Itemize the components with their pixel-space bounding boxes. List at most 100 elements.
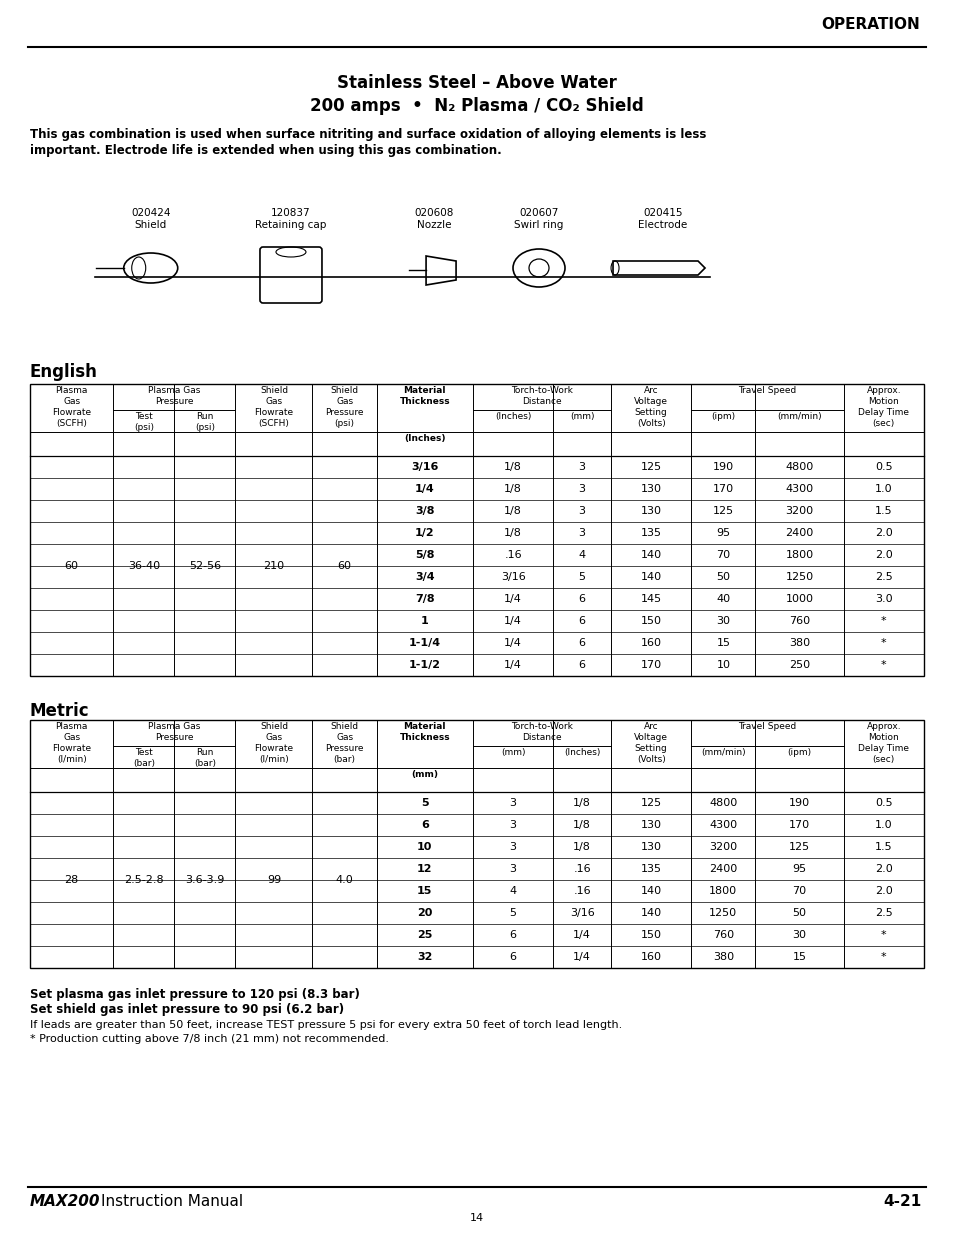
Text: 3: 3 bbox=[509, 864, 517, 874]
Text: English: English bbox=[30, 363, 98, 382]
Text: 150: 150 bbox=[640, 930, 661, 940]
Text: 3/8: 3/8 bbox=[415, 506, 435, 516]
Text: 6: 6 bbox=[509, 952, 517, 962]
Text: Instruction Manual: Instruction Manual bbox=[101, 1194, 243, 1209]
Text: (mm/min): (mm/min) bbox=[777, 412, 821, 421]
Text: 1.5: 1.5 bbox=[874, 842, 892, 852]
Text: 125: 125 bbox=[788, 842, 809, 852]
Text: Test
(bar): Test (bar) bbox=[132, 748, 154, 768]
Text: 3: 3 bbox=[578, 529, 585, 538]
Text: 3/16: 3/16 bbox=[411, 462, 438, 472]
Text: 125: 125 bbox=[712, 506, 733, 516]
Text: *: * bbox=[881, 952, 885, 962]
Text: 1/4: 1/4 bbox=[503, 616, 521, 626]
Text: 2.0: 2.0 bbox=[874, 864, 892, 874]
Text: (Inches): (Inches) bbox=[495, 412, 531, 421]
Text: 1-1/4: 1-1/4 bbox=[408, 638, 440, 648]
Text: 020607: 020607 bbox=[518, 207, 558, 219]
Text: Shield
Gas
Flowrate
(SCFH): Shield Gas Flowrate (SCFH) bbox=[254, 387, 294, 429]
Text: 160: 160 bbox=[640, 638, 661, 648]
Text: 125: 125 bbox=[639, 462, 661, 472]
Text: Material
Thickness: Material Thickness bbox=[399, 387, 450, 406]
Text: 1/8: 1/8 bbox=[573, 820, 591, 830]
Text: 1/4: 1/4 bbox=[415, 484, 435, 494]
Text: Metric: Metric bbox=[30, 701, 90, 720]
Text: 760: 760 bbox=[788, 616, 809, 626]
Text: 135: 135 bbox=[640, 529, 661, 538]
Text: 1/8: 1/8 bbox=[503, 529, 521, 538]
Text: 6: 6 bbox=[578, 659, 585, 671]
Text: 130: 130 bbox=[640, 842, 661, 852]
Text: 1800: 1800 bbox=[784, 550, 813, 559]
Text: 99: 99 bbox=[267, 876, 281, 885]
Text: 1/2: 1/2 bbox=[415, 529, 435, 538]
Text: 4800: 4800 bbox=[708, 798, 737, 808]
Text: *: * bbox=[881, 638, 885, 648]
Text: Plasma Gas
Pressure: Plasma Gas Pressure bbox=[148, 387, 200, 406]
Text: 2.0: 2.0 bbox=[874, 550, 892, 559]
Text: 250: 250 bbox=[788, 659, 809, 671]
Text: 70: 70 bbox=[792, 885, 806, 897]
Text: (mm/min): (mm/min) bbox=[700, 748, 745, 757]
Text: 4.0: 4.0 bbox=[335, 876, 354, 885]
Text: 4300: 4300 bbox=[709, 820, 737, 830]
Text: 0.5: 0.5 bbox=[874, 798, 892, 808]
Text: 1/4: 1/4 bbox=[503, 659, 521, 671]
Text: 1/4: 1/4 bbox=[503, 638, 521, 648]
Text: 3.6-3.9: 3.6-3.9 bbox=[185, 876, 224, 885]
Text: 3/16: 3/16 bbox=[500, 572, 525, 582]
Text: 170: 170 bbox=[788, 820, 809, 830]
Text: 1-1/2: 1-1/2 bbox=[409, 659, 440, 671]
Text: 380: 380 bbox=[712, 952, 733, 962]
Text: Nozzle: Nozzle bbox=[416, 220, 451, 230]
Text: 10: 10 bbox=[716, 659, 730, 671]
Text: 130: 130 bbox=[640, 506, 661, 516]
Text: 120837: 120837 bbox=[271, 207, 311, 219]
Text: .16: .16 bbox=[573, 864, 590, 874]
Text: 5: 5 bbox=[420, 798, 428, 808]
Text: 10: 10 bbox=[416, 842, 432, 852]
Text: 150: 150 bbox=[640, 616, 661, 626]
Text: 140: 140 bbox=[639, 572, 661, 582]
Text: 0.5: 0.5 bbox=[874, 462, 892, 472]
Text: Set plasma gas inlet pressure to 120 psi (8.3 bar): Set plasma gas inlet pressure to 120 psi… bbox=[30, 988, 359, 1002]
Text: 5: 5 bbox=[509, 908, 517, 918]
Text: 3: 3 bbox=[509, 798, 517, 808]
Text: 2.0: 2.0 bbox=[874, 529, 892, 538]
Text: 1/4: 1/4 bbox=[573, 930, 591, 940]
Text: Shield
Gas
Flowrate
(l/min): Shield Gas Flowrate (l/min) bbox=[254, 722, 294, 764]
Text: 5: 5 bbox=[578, 572, 585, 582]
Text: 1/8: 1/8 bbox=[503, 484, 521, 494]
Text: Set shield gas inlet pressure to 90 psi (6.2 bar): Set shield gas inlet pressure to 90 psi … bbox=[30, 1003, 344, 1016]
Text: 6: 6 bbox=[578, 638, 585, 648]
Text: 020608: 020608 bbox=[414, 207, 454, 219]
Text: Approx.
Motion
Delay Time
(sec): Approx. Motion Delay Time (sec) bbox=[858, 387, 908, 429]
Text: 60: 60 bbox=[65, 561, 79, 571]
Text: 1000: 1000 bbox=[784, 594, 813, 604]
Text: 4: 4 bbox=[578, 550, 585, 559]
Text: .16: .16 bbox=[573, 885, 590, 897]
Text: 210: 210 bbox=[263, 561, 284, 571]
Text: 25: 25 bbox=[416, 930, 432, 940]
Text: OPERATION: OPERATION bbox=[821, 17, 919, 32]
Text: 190: 190 bbox=[712, 462, 733, 472]
Text: 170: 170 bbox=[712, 484, 733, 494]
Text: 50: 50 bbox=[792, 908, 806, 918]
Text: Travel Speed: Travel Speed bbox=[738, 387, 796, 395]
Text: 20: 20 bbox=[416, 908, 432, 918]
Text: Swirl ring: Swirl ring bbox=[514, 220, 563, 230]
Text: 2.5: 2.5 bbox=[874, 908, 892, 918]
Text: (mm): (mm) bbox=[569, 412, 594, 421]
Text: 140: 140 bbox=[639, 908, 661, 918]
Text: 020424: 020424 bbox=[131, 207, 171, 219]
Text: 4300: 4300 bbox=[784, 484, 813, 494]
Text: (mm): (mm) bbox=[411, 769, 437, 779]
Text: Torch-to-Work
Distance: Torch-to-Work Distance bbox=[511, 722, 573, 742]
Text: 2.0: 2.0 bbox=[874, 885, 892, 897]
Text: 6: 6 bbox=[578, 616, 585, 626]
Text: 36-40: 36-40 bbox=[128, 561, 160, 571]
Text: 1.5: 1.5 bbox=[874, 506, 892, 516]
Text: 30: 30 bbox=[716, 616, 730, 626]
Text: 190: 190 bbox=[788, 798, 809, 808]
Text: 1.0: 1.0 bbox=[874, 820, 892, 830]
